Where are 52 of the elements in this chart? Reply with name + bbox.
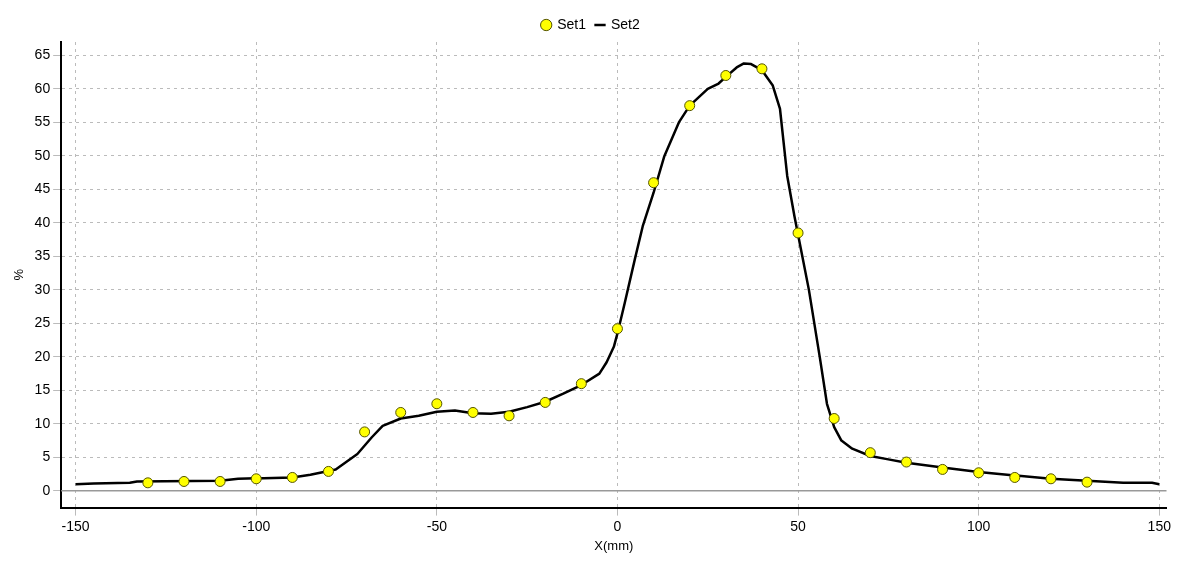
x-tick-label: 150 bbox=[1147, 517, 1172, 534]
point bbox=[539, 396, 551, 408]
point bbox=[1081, 476, 1093, 488]
point bbox=[611, 323, 623, 335]
y-tick-label: 25 bbox=[34, 314, 51, 331]
y-tick-label: 45 bbox=[34, 180, 51, 197]
y-tick-label: 10 bbox=[34, 414, 51, 431]
y-tick-label: 15 bbox=[34, 381, 51, 398]
x-axis-title: X(mm) bbox=[594, 537, 634, 553]
point bbox=[395, 406, 407, 418]
y-axis-title: % bbox=[11, 268, 27, 281]
y-tick-label: 0 bbox=[42, 481, 51, 498]
point bbox=[864, 447, 876, 459]
point bbox=[286, 471, 298, 483]
x-tick-label: 0 bbox=[613, 517, 622, 534]
point bbox=[431, 398, 443, 410]
point bbox=[937, 463, 949, 475]
point bbox=[467, 406, 479, 418]
point bbox=[250, 473, 262, 485]
point bbox=[575, 378, 587, 390]
y-tick-label: 55 bbox=[34, 113, 51, 130]
y-tick-label: 30 bbox=[34, 280, 51, 297]
point bbox=[142, 477, 154, 489]
point bbox=[973, 467, 985, 479]
point bbox=[684, 100, 696, 112]
x-tick-label: -50 bbox=[426, 517, 448, 534]
y-tick-label: 40 bbox=[34, 213, 51, 230]
point bbox=[503, 410, 515, 422]
point bbox=[792, 227, 804, 239]
x-tick-label: 100 bbox=[966, 517, 991, 534]
y-tick-label: 5 bbox=[42, 448, 51, 465]
point bbox=[648, 177, 660, 189]
point bbox=[322, 465, 334, 477]
x-tick-label: -150 bbox=[61, 517, 90, 534]
y-tick-label: 50 bbox=[34, 146, 51, 163]
point bbox=[359, 426, 371, 438]
legend-label: Set2 bbox=[611, 15, 641, 32]
point bbox=[828, 413, 840, 424]
y-tick-label: 65 bbox=[34, 46, 51, 63]
point bbox=[178, 475, 190, 487]
y-tick-label: 35 bbox=[34, 247, 51, 264]
x-tick-label: 50 bbox=[790, 517, 807, 534]
point bbox=[1009, 471, 1021, 483]
legend-label: Set1 bbox=[557, 15, 587, 32]
point bbox=[900, 456, 912, 468]
y-tick-label: 20 bbox=[34, 347, 51, 364]
point bbox=[214, 475, 226, 487]
point bbox=[1045, 473, 1057, 485]
point bbox=[756, 63, 768, 75]
x-tick-label: -100 bbox=[242, 517, 271, 534]
y-tick-label: 60 bbox=[34, 79, 51, 96]
point bbox=[720, 70, 732, 81]
